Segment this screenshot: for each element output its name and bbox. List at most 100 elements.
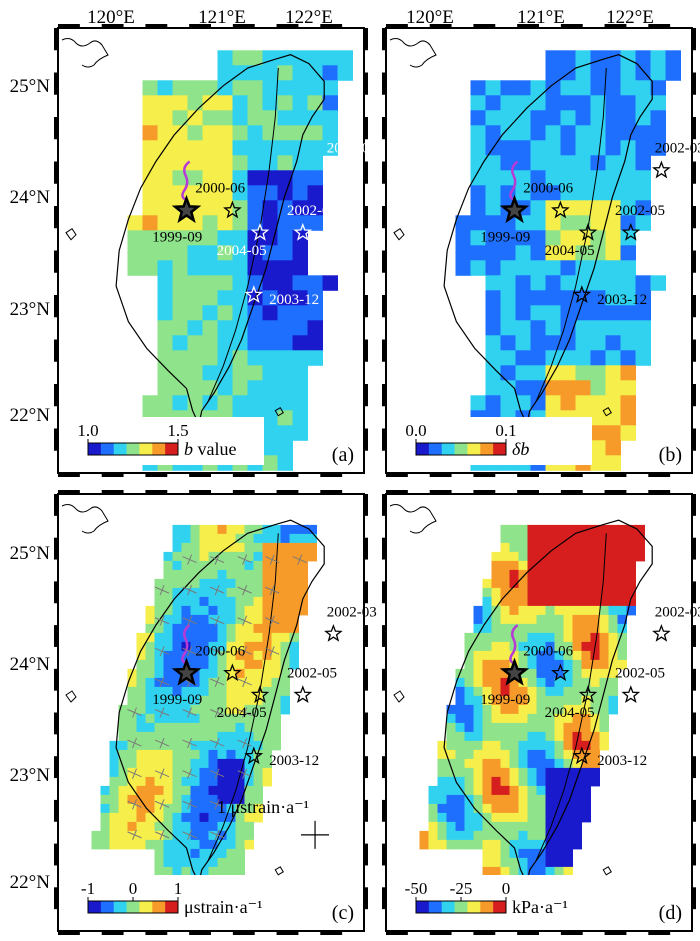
grid-cell (527, 839, 537, 850)
grid-cell (545, 668, 555, 679)
grid-cell (437, 839, 447, 850)
grid-cell (292, 50, 308, 66)
grid-cell (136, 803, 146, 814)
grid-cell (226, 758, 236, 769)
grid-cell (500, 758, 510, 769)
grid-cell (473, 785, 483, 796)
grid-cell (199, 821, 209, 832)
grid-cell (515, 335, 531, 351)
grid-cell (473, 632, 483, 643)
grid-cell (563, 578, 573, 589)
grid-cell (217, 395, 233, 411)
grid-cell (605, 305, 621, 321)
grid-cell (581, 533, 591, 544)
grid-cell (226, 614, 236, 625)
grid-cell (635, 335, 651, 351)
grid-cell (545, 290, 561, 306)
grid-cell (271, 632, 281, 643)
grid-cell (280, 641, 290, 652)
grid-cell (190, 785, 200, 796)
event-label: 2002-05 (615, 666, 665, 682)
grid-cell (217, 140, 233, 156)
grid-cell (464, 632, 474, 643)
grid-cell (500, 722, 510, 733)
grid-cell (322, 80, 338, 96)
grid-cell (154, 857, 164, 868)
grid-cell (536, 596, 546, 607)
colorbar-swatch (467, 443, 481, 455)
grid-cell (322, 125, 338, 141)
grid-cell (626, 551, 636, 562)
grid-cell (620, 170, 636, 186)
strain-axis (187, 737, 193, 749)
grid-cell (536, 749, 546, 760)
grid-cell (491, 803, 501, 814)
grid-cell (509, 821, 519, 832)
grid-cell (437, 758, 447, 769)
grid-cell (536, 569, 546, 580)
grid-cell (217, 524, 227, 535)
grid-cell (235, 578, 245, 589)
grid-cell (208, 830, 218, 841)
grid-cell (145, 821, 155, 832)
grid-cell (292, 185, 308, 201)
grid-cell (500, 365, 516, 381)
grid-cell (271, 677, 281, 688)
grid-cell (181, 587, 191, 598)
grid-cell (307, 95, 323, 111)
map-area (61, 38, 353, 471)
grid-cell (244, 749, 254, 760)
grid-cell (590, 290, 606, 306)
event-label: 2004-05 (217, 705, 267, 721)
grid-cell (190, 596, 200, 607)
grid-cell (545, 821, 555, 832)
grid-cell (608, 560, 618, 571)
grid-cell (530, 320, 546, 336)
grid-cell (563, 794, 573, 805)
grid-cell (464, 713, 474, 724)
grid-cell (262, 275, 278, 291)
grid-cell (244, 668, 254, 679)
colorbar-swatch (416, 901, 430, 913)
grid-cell (617, 605, 627, 616)
grid-cell (142, 215, 158, 231)
strain-axis (242, 615, 248, 626)
grid-cell (277, 215, 293, 231)
grid-cell (482, 632, 492, 643)
grid-cell (226, 695, 236, 706)
grid-cell (482, 812, 492, 823)
grid-cell (202, 275, 218, 291)
grid-cell (515, 380, 531, 396)
grid-cell (527, 641, 537, 652)
grid-cell (491, 704, 501, 715)
grid-cell (154, 722, 164, 733)
grid-cell (280, 668, 290, 679)
grid-cell (572, 758, 582, 769)
grid-cell (226, 785, 236, 796)
grid-cell (253, 668, 263, 679)
grid-cell (482, 866, 492, 877)
grid-cell (172, 320, 188, 336)
grid-cell (262, 686, 272, 697)
grid-cell (545, 80, 561, 96)
grid-cell (563, 866, 573, 877)
grid-cell (605, 245, 621, 261)
earthquake-events: 1999-092000-062002-032002-052004-052003-… (480, 604, 700, 769)
grid-cell (536, 677, 546, 688)
grid-cell (262, 410, 278, 426)
grid-cell (572, 578, 582, 589)
grid-cell (307, 140, 323, 156)
grid-cell (217, 686, 227, 697)
grid-cell (554, 578, 564, 589)
grid-cell (208, 578, 218, 589)
panel-b: 1999-092000-062002-032002-052004-052003-… (382, 24, 700, 477)
lat-label-23-top: 23°N (10, 299, 51, 320)
grid-cell (575, 380, 591, 396)
grid-cell (247, 305, 263, 321)
grid-cell (500, 839, 510, 850)
grid-cell (226, 704, 236, 715)
color-field (127, 50, 353, 471)
grid-cell (199, 866, 209, 877)
grid-cell (650, 80, 666, 96)
colorbar-swatch (493, 443, 507, 455)
